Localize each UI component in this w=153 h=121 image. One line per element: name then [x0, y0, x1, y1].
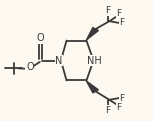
Text: F: F	[116, 103, 122, 112]
Text: F: F	[105, 106, 110, 115]
Polygon shape	[86, 81, 98, 93]
Text: O: O	[26, 62, 34, 72]
Text: F: F	[119, 94, 125, 102]
Text: F: F	[116, 9, 122, 18]
Text: O: O	[37, 33, 44, 43]
Text: N: N	[55, 56, 63, 65]
Polygon shape	[86, 28, 98, 40]
Text: NH: NH	[87, 56, 101, 65]
Text: F: F	[119, 19, 125, 27]
Text: F: F	[105, 6, 110, 15]
